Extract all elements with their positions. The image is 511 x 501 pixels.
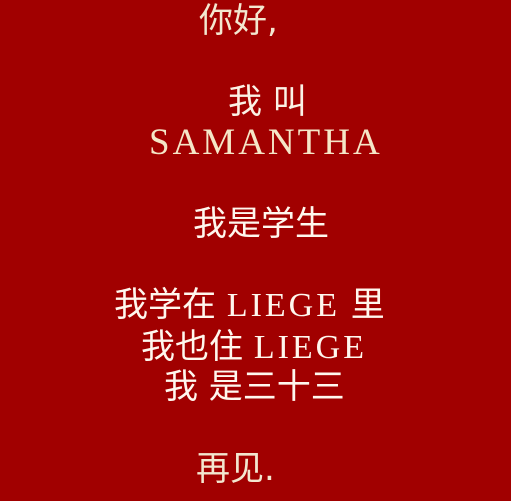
goodbye-line: 再见. xyxy=(196,449,275,489)
live-prefix: 我也住 xyxy=(141,327,254,367)
age-line: 我 是三十三 xyxy=(164,367,345,407)
greeting-line: 你好, xyxy=(199,1,278,41)
study-location-line: 我学在 LIEGE 里 xyxy=(114,285,385,326)
name-prefix-line: 我 叫 xyxy=(228,82,307,122)
study-prefix: 我学在 xyxy=(114,285,227,325)
live-place: LIEGE xyxy=(253,329,367,366)
study-place: LIEGE xyxy=(226,287,340,324)
name-line: SAMANTHA xyxy=(149,122,383,163)
residence-line: 我也住 LIEGE xyxy=(141,327,367,368)
student-line: 我是学生 xyxy=(193,204,329,244)
study-suffix: 里 xyxy=(340,285,385,325)
